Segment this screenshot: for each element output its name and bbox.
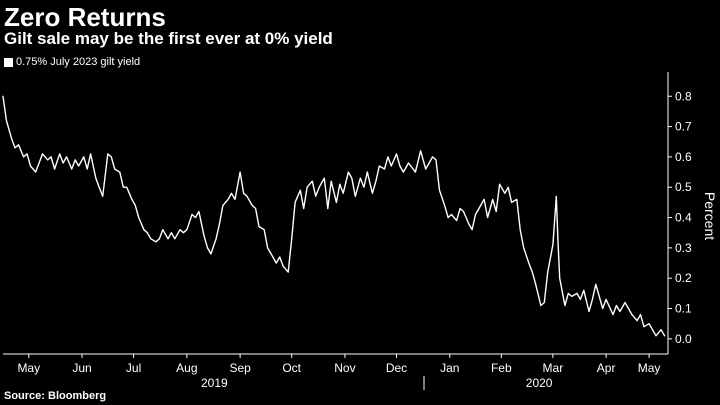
legend-swatch [4, 57, 13, 67]
series-line-gilt-yield [2, 95, 666, 337]
x-tick-label: Aug [176, 361, 197, 375]
y-tick-label: 0.0 [675, 332, 692, 346]
legend-label: 0.75% July 2023 gilt yield [16, 56, 141, 68]
y-tick-label: 0.8 [675, 89, 692, 103]
y-tick-label: 0.7 [675, 120, 692, 134]
x-tick-label: Dec [386, 361, 407, 375]
source-note: Source: Bloomberg [4, 390, 107, 402]
x-tick-label: May [638, 361, 661, 375]
x-tick-label: Sep [229, 361, 251, 375]
x-tick-label: Jan [440, 361, 459, 375]
y-axis: 0.0 0.1 0.2 0.3 0.4 0.5 0.6 0.7 0.8 [667, 72, 692, 354]
year-label: 2019 [201, 376, 228, 390]
x-tick-label: Jul [126, 361, 141, 375]
y-tick-label: 0.1 [675, 302, 692, 316]
chart-subtitle: Gilt sale may be the first ever at 0% yi… [4, 29, 333, 48]
chart-legend: 0.75% July 2023 gilt yield [4, 55, 140, 69]
x-tick-label: Feb [491, 361, 512, 375]
y-tick-label: 0.2 [675, 271, 692, 285]
x-tick-label: Nov [334, 361, 355, 375]
chart-title: Zero Returns [4, 2, 166, 32]
year-label: 2020 [526, 376, 553, 390]
x-tick-label: Jun [72, 361, 91, 375]
x-tick-label: May [17, 361, 40, 375]
y-tick-label: 0.3 [675, 241, 692, 255]
y-tick-label: 0.4 [675, 211, 692, 225]
y-tick-label: 0.5 [675, 180, 692, 194]
x-tick-label: Mar [543, 361, 564, 375]
y-tick-label: 0.6 [675, 150, 692, 164]
y-axis-label: Percent [702, 192, 718, 240]
x-tick-label: Apr [597, 361, 616, 375]
x-axis: May Jun Jul Aug Sep Oct Nov Dec Jan Feb Mar Apr May 2… [3, 353, 668, 390]
x-tick-label: Oct [282, 361, 301, 375]
